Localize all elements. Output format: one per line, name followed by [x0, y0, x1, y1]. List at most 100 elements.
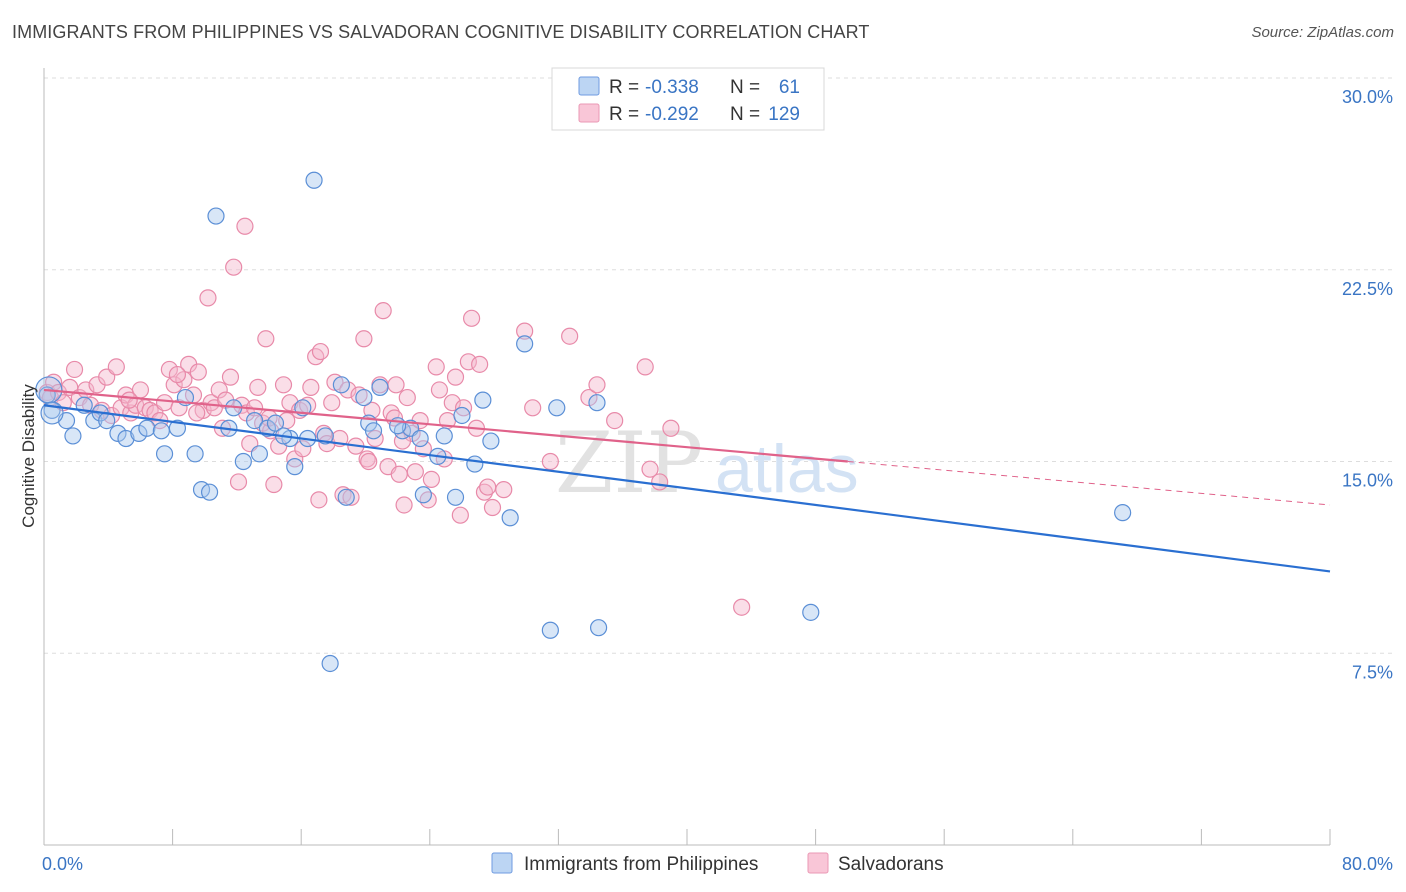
x-tick-labels: 0.0% 80.0% — [42, 854, 1393, 874]
data-point — [168, 419, 187, 437]
legend-swatch-pink — [578, 103, 600, 123]
data-point — [501, 509, 519, 527]
data-point — [516, 322, 534, 340]
data-point — [453, 406, 471, 425]
data-point — [120, 391, 138, 409]
grid — [44, 77, 1395, 654]
legend: R = -0.338 N = 61 R = -0.292 N = 129 — [551, 67, 825, 131]
legend-n-value-2: 129 — [768, 104, 800, 125]
y-tick-label: 30.0% — [1342, 87, 1393, 107]
data-point — [479, 478, 497, 496]
legend-r-value-1: -0.338 — [645, 77, 699, 98]
x-tick-label: 0.0% — [42, 854, 83, 874]
data-point — [294, 440, 312, 458]
data-point — [802, 603, 820, 621]
bottom-legend-label-blue: Immigrants from Philippines — [524, 854, 758, 875]
y-tick-labels: 7.5% 15.0% 22.5% 30.0% — [1342, 87, 1393, 682]
data-point — [316, 427, 334, 445]
data-point — [406, 463, 424, 481]
data-point — [1114, 504, 1132, 522]
legend-n-value-1: 61 — [779, 77, 800, 98]
data-point — [446, 368, 465, 386]
philippines-points — [35, 171, 1132, 673]
data-point — [662, 419, 680, 437]
data-point — [358, 450, 376, 468]
data-point — [249, 378, 267, 396]
data-point — [168, 365, 187, 384]
axes — [43, 68, 1331, 846]
data-point — [250, 445, 269, 463]
data-point — [229, 473, 248, 491]
data-point — [411, 429, 429, 448]
data-point — [245, 411, 264, 430]
data-point — [475, 483, 494, 501]
data-point — [311, 342, 330, 361]
data-point — [387, 376, 405, 394]
data-point — [155, 394, 174, 412]
data-point — [152, 422, 170, 440]
data-point — [221, 368, 240, 386]
data-point — [374, 302, 392, 320]
data-point — [733, 598, 751, 616]
data-point — [360, 452, 378, 471]
data-point — [443, 394, 461, 412]
data-point — [474, 391, 492, 409]
data-point — [286, 458, 304, 476]
trend-line-philippines — [43, 404, 1331, 573]
data-point — [332, 376, 350, 394]
x-tick-label: 80.0% — [1342, 854, 1393, 874]
data-point — [274, 376, 293, 394]
data-point — [427, 358, 445, 376]
watermark: ZIP atlas — [555, 414, 859, 512]
data-point — [307, 348, 325, 366]
legend-r-value-2: -0.292 — [645, 104, 699, 125]
data-point — [155, 445, 174, 463]
data-point — [265, 475, 283, 494]
data-point — [310, 491, 328, 509]
data-point — [422, 470, 441, 488]
data-point — [210, 381, 228, 399]
trend-line-salvadorans-extension — [847, 461, 1331, 506]
legend-n-label-1: N = — [730, 77, 760, 98]
data-point — [589, 619, 608, 637]
data-point — [355, 330, 373, 348]
data-point — [266, 414, 285, 432]
bottom-legend: Immigrants from Philippines Salvadorans — [491, 852, 944, 875]
data-point — [398, 388, 416, 407]
y-axis-label: Cognitive Disability — [19, 384, 38, 528]
y-tick-label: 15.0% — [1342, 471, 1393, 491]
data-point — [337, 488, 355, 506]
data-point — [390, 465, 408, 483]
data-point — [199, 289, 217, 307]
data-point — [138, 419, 156, 437]
data-point — [355, 388, 373, 407]
data-point — [165, 376, 183, 394]
data-point — [462, 309, 481, 327]
source-credit: Source: ZipAtlas.com — [1251, 24, 1394, 41]
data-point — [548, 399, 566, 417]
data-point — [541, 452, 559, 471]
data-point — [65, 360, 84, 379]
data-point — [588, 394, 606, 412]
data-point — [636, 358, 654, 376]
data-point — [395, 496, 413, 514]
data-point — [435, 427, 453, 445]
data-point — [321, 654, 339, 673]
data-point — [225, 258, 243, 276]
y-tick-label: 7.5% — [1352, 662, 1393, 682]
legend-n-label-2: N = — [730, 104, 760, 125]
data-point — [471, 355, 489, 373]
trend-lines — [43, 388, 1331, 573]
legend-r-label-2: R = — [609, 104, 639, 125]
data-point — [495, 481, 513, 499]
bottom-legend-swatch-pink — [807, 852, 829, 874]
data-point — [186, 445, 204, 463]
chart-title: IMMIGRANTS FROM PHILIPPINES VS SALVADORA… — [12, 22, 870, 42]
data-point — [107, 358, 125, 376]
data-point — [516, 335, 534, 353]
data-point — [170, 399, 188, 417]
data-point — [483, 498, 502, 517]
data-point — [202, 394, 220, 412]
bottom-legend-swatch-blue — [491, 852, 513, 874]
